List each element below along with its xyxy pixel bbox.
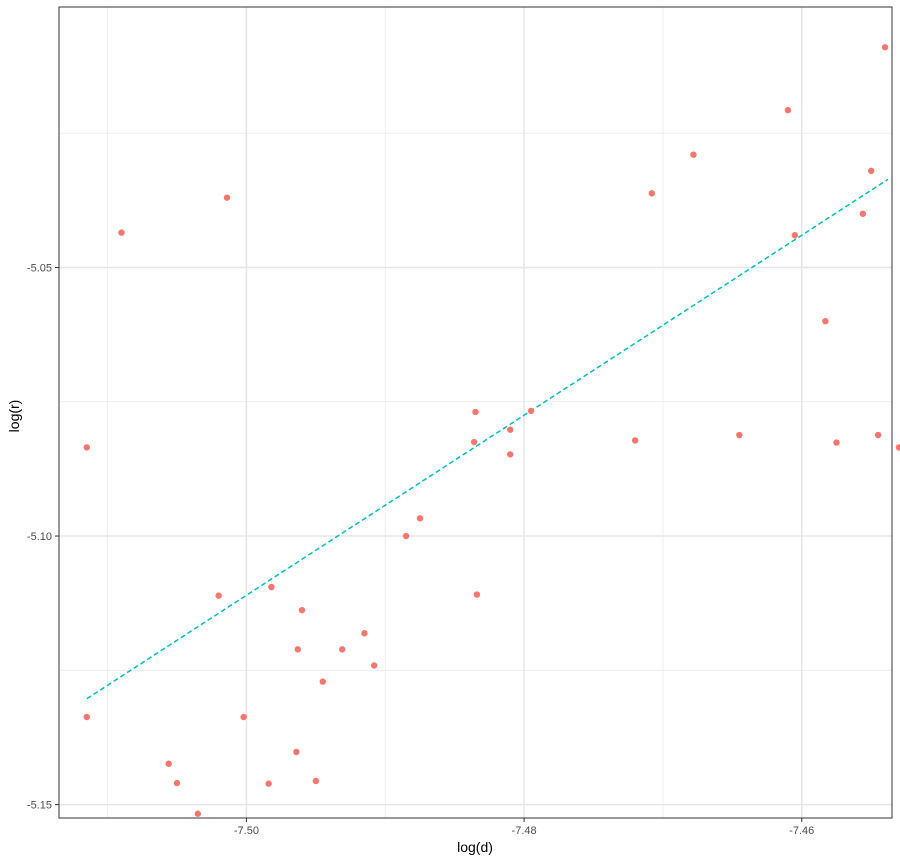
- data-point: [265, 780, 272, 787]
- data-point: [268, 583, 275, 591]
- data-point: [822, 317, 829, 325]
- x-axis-ticks: -7.50 -7.48 -7.46: [234, 818, 814, 837]
- data-point: [416, 515, 424, 522]
- data-point: [298, 606, 306, 614]
- data-point: [293, 748, 300, 756]
- data-point: [294, 646, 301, 653]
- data-point: [507, 451, 514, 458]
- data-point: [527, 407, 535, 415]
- data-point: [173, 779, 181, 787]
- data-point: [319, 678, 326, 685]
- x-tick-label: -7.46: [789, 825, 814, 837]
- data-point: [402, 532, 410, 540]
- y-axis-title: log(r): [6, 400, 22, 433]
- data-point: [859, 210, 867, 217]
- data-point: [361, 630, 368, 637]
- data-point: [874, 431, 882, 439]
- data-point: [240, 713, 247, 721]
- y-axis-ticks: -5.05 -5.10 -5.15: [27, 262, 59, 812]
- data-point: [784, 106, 792, 114]
- fit-line-layer: [86, 178, 889, 700]
- data-point: [165, 760, 172, 767]
- data-point: [339, 646, 346, 653]
- data-point: [895, 444, 900, 451]
- data-point: [370, 662, 378, 669]
- fit-line: [86, 178, 889, 700]
- x-tick-label: -7.50: [234, 825, 259, 837]
- data-point: [472, 408, 479, 416]
- data-point: [470, 438, 478, 446]
- data-point: [736, 431, 743, 439]
- data-point: [867, 167, 875, 175]
- data-point: [791, 232, 799, 239]
- data-point: [312, 777, 320, 785]
- data-point: [690, 151, 697, 158]
- data-point: [223, 194, 231, 201]
- data-point: [194, 810, 202, 817]
- panel-border: [58, 6, 893, 819]
- data-point: [648, 190, 656, 197]
- y-tick-label: -5.05: [27, 262, 52, 274]
- data-points: [83, 44, 900, 817]
- y-tick-label: -5.15: [27, 800, 52, 812]
- data-point: [215, 592, 222, 599]
- data-point: [473, 591, 481, 598]
- x-tick-label: -7.48: [512, 825, 537, 837]
- y-tick-label: -5.10: [27, 531, 52, 543]
- minor-gridlines: [59, 7, 892, 818]
- data-point: [83, 713, 90, 721]
- data-point: [507, 426, 514, 433]
- data-point: [83, 444, 90, 451]
- x-axis-title: log(d): [457, 839, 493, 855]
- data-point: [881, 44, 889, 51]
- data-point: [631, 437, 639, 444]
- data-point: [833, 439, 840, 446]
- data-point: [118, 229, 125, 236]
